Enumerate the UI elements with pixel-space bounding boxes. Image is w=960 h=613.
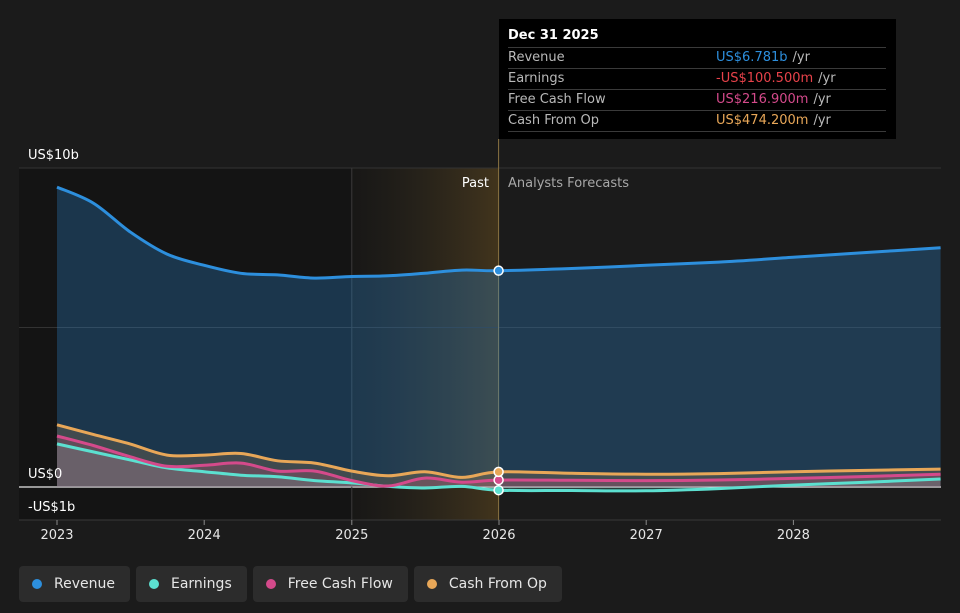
legend-label: Revenue — [54, 576, 115, 592]
tooltip-value: -US$100.500m — [716, 71, 814, 86]
tooltip-value: US$474.200m — [716, 113, 809, 128]
cash-from-op-marker[interactable] — [493, 466, 504, 478]
past-label: Past — [462, 176, 489, 191]
forecast-label: Analysts Forecasts — [508, 176, 629, 191]
tooltip-row: Earnings -US$100.500m/yr — [508, 68, 886, 89]
legend-dot-icon — [32, 579, 42, 589]
tooltip-value: US$6.781b — [716, 50, 788, 65]
revenue-line — [56, 185, 941, 280]
tooltip-label: Earnings — [508, 71, 565, 86]
legend-label: Cash From Op — [448, 576, 547, 592]
legend-item-revenue[interactable]: Revenue — [19, 566, 130, 602]
legend-item-earnings[interactable]: Earnings — [135, 566, 247, 602]
cash-from-op-line — [56, 423, 941, 479]
y-tick-label: -US$1b — [28, 500, 75, 515]
tooltip-unit: /yr — [813, 92, 831, 107]
tooltip-unit: /yr — [813, 113, 831, 128]
tooltip-row: Cash From Op US$474.200m/yr — [508, 110, 886, 132]
legend-dot-icon — [148, 579, 159, 589]
tooltip-unit: /yr — [792, 50, 810, 65]
legend: Revenue Earnings Free Cash Flow Cash From O… — [19, 566, 562, 602]
x-tick-label: 2026 — [482, 528, 515, 543]
legend-dot-icon — [265, 579, 276, 589]
tooltip-label: Revenue — [508, 50, 565, 65]
earnings-marker[interactable] — [493, 484, 504, 496]
y-tick-label: US$10b — [28, 148, 79, 163]
x-tick-label: 2028 — [777, 528, 810, 543]
free-cash-flow-area — [57, 436, 941, 487]
earnings-area — [57, 443, 941, 491]
highlight-band — [351, 168, 499, 520]
legend-item-free-cash-flow[interactable]: Free Cash Flow — [252, 566, 408, 602]
tooltip-label: Cash From Op — [508, 113, 600, 128]
tooltip-label: Free Cash Flow — [508, 92, 606, 107]
revenue-marker[interactable] — [493, 265, 504, 276]
free-cash-flow-line — [56, 434, 941, 488]
y-tick-label: US$0 — [28, 467, 62, 482]
x-tick-label: 2027 — [630, 528, 663, 543]
legend-label: Free Cash Flow — [287, 576, 393, 592]
x-tick-label: 2024 — [188, 528, 221, 543]
tooltip-unit: /yr — [818, 71, 836, 86]
earnings-line — [56, 442, 941, 493]
tooltip-date: Dec 31 2025 — [508, 28, 599, 43]
tooltip-row: Revenue US$6.781b/yr — [508, 47, 886, 68]
legend-item-cash-from-op[interactable]: Cash From Op — [413, 566, 562, 602]
tooltip-value: US$216.900m — [716, 92, 809, 107]
x-tick-label: 2025 — [335, 528, 368, 543]
legend-label: Earnings — [170, 576, 232, 592]
tooltip-row: Free Cash Flow US$216.900m/yr — [508, 89, 886, 110]
tooltip: Dec 31 2025 Revenue US$6.781b/yr Earnings -… — [499, 19, 896, 139]
legend-dot-icon — [426, 579, 437, 589]
x-tick-label: 2023 — [40, 528, 73, 543]
